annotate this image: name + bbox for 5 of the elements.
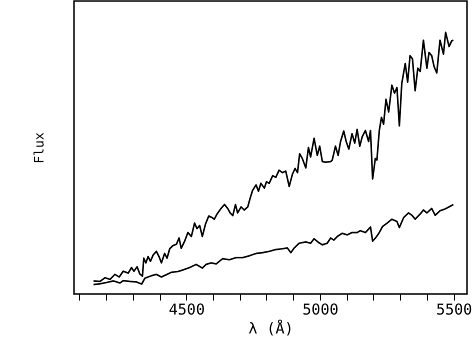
x-tick-label: 5000 xyxy=(302,300,339,318)
x-tick-label: 4500 xyxy=(168,300,205,318)
y-axis-title: Flux xyxy=(32,132,48,164)
x-axis-title: λ (Å) xyxy=(248,320,294,338)
x-tick-label: 5500 xyxy=(436,300,472,318)
